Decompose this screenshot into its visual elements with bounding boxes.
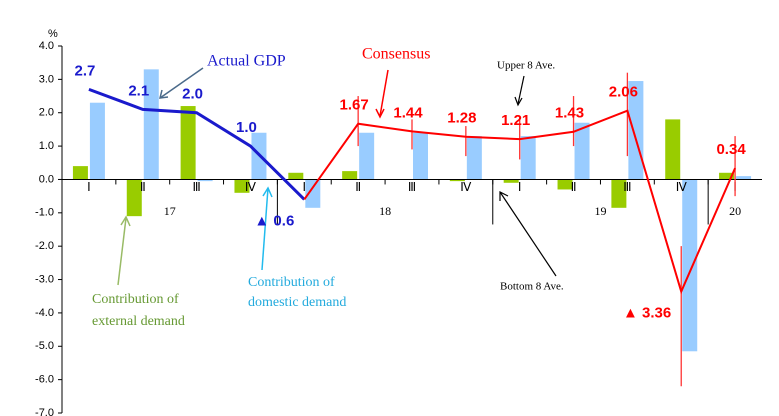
value-label: 2.06 — [609, 84, 638, 101]
arrow-head — [159, 89, 169, 99]
arrow-head — [514, 96, 523, 107]
bar — [413, 132, 428, 180]
group-label: 18 — [379, 204, 391, 218]
value-label: 1.28 — [447, 110, 476, 127]
bar — [557, 179, 573, 190]
arrow — [517, 75, 525, 105]
bar — [288, 172, 304, 180]
x-tick-label: Ⅱ — [571, 180, 577, 194]
group-label: 19 — [594, 204, 606, 218]
x-tick-label: Ⅳ — [245, 180, 256, 194]
bar — [89, 102, 105, 180]
y-tick-label: 2.0 — [39, 107, 54, 119]
y-tick-label: 3.0 — [39, 73, 54, 85]
value-label: 1.21 — [501, 112, 530, 129]
legend-consensus: Consensus — [362, 46, 430, 63]
y-tick-label: -1.0 — [35, 207, 54, 219]
line — [88, 87, 306, 201]
value-label: 2.7 — [74, 62, 95, 79]
value-label: ▲ 0.6 — [254, 212, 294, 229]
annotation-domestic: Contribution of — [248, 275, 335, 290]
bar — [665, 119, 681, 180]
arrow — [261, 187, 269, 271]
bar — [719, 172, 735, 180]
y-tick-label: -4.0 — [35, 307, 54, 319]
bar — [466, 136, 482, 180]
bar — [197, 179, 213, 182]
bar — [359, 132, 375, 180]
bar — [342, 171, 358, 180]
y-tick-label: -7.0 — [35, 407, 54, 416]
legend-actual: Actual GDP — [207, 53, 286, 70]
annotation-external: Contribution of — [92, 292, 179, 307]
arrow — [117, 217, 127, 286]
bar — [72, 166, 88, 180]
bar — [449, 179, 465, 182]
bar — [736, 176, 752, 180]
x-tick-label: Ⅱ — [140, 180, 146, 194]
bar — [143, 69, 159, 180]
y-tick-label: -2.0 — [35, 240, 54, 252]
group-label: 17 — [164, 204, 176, 218]
y-tick-label: 0.0 — [39, 173, 54, 185]
value-label: 1.43 — [555, 105, 584, 122]
bar — [574, 122, 590, 180]
unit-label: % — [48, 28, 58, 40]
x-tick-label: Ⅳ — [676, 180, 687, 194]
bar — [234, 179, 250, 193]
x-tick-label: Ⅳ — [460, 180, 471, 194]
arrow — [499, 191, 557, 277]
group-label: 20 — [729, 204, 741, 218]
x-tick-label: Ⅱ — [355, 180, 361, 194]
bar — [682, 179, 698, 352]
annotation-domestic: domestic demand — [248, 295, 346, 310]
bar — [305, 179, 321, 208]
arrow-head — [262, 186, 273, 198]
y-tick-label: -3.0 — [35, 273, 54, 285]
y-tick-label: -6.0 — [35, 374, 54, 386]
x-tick-label: Ⅰ — [87, 180, 91, 194]
arrow-head — [499, 191, 509, 201]
value-label: 2.1 — [128, 82, 149, 99]
arrow — [159, 67, 204, 99]
value-label: 2.0 — [182, 86, 203, 103]
line — [303, 109, 736, 295]
value-label: 1.67 — [340, 97, 369, 114]
value-label: 1.44 — [393, 104, 423, 121]
bar — [126, 179, 142, 217]
y-tick-label: 4.0 — [39, 40, 54, 52]
arrow-head — [120, 215, 131, 227]
value-label: 0.34 — [716, 141, 746, 158]
x-tick-label: Ⅲ — [623, 180, 631, 194]
y-tick-label: 1.0 — [39, 140, 54, 152]
annotation-bottom: Bottom 8 Ave. — [500, 281, 564, 293]
bar — [611, 179, 627, 208]
y-tick-label: -5.0 — [35, 340, 54, 352]
arrow-head — [375, 108, 385, 119]
x-tick-label: Ⅲ — [408, 180, 416, 194]
annotation-upper: Upper 8 Ave. — [497, 60, 555, 72]
bar — [503, 179, 519, 183]
bar — [180, 106, 196, 180]
arrow — [379, 69, 389, 117]
value-label: ▲ 3.36 — [623, 305, 671, 322]
bar — [520, 136, 536, 180]
x-tick-label: Ⅰ — [518, 180, 522, 194]
x-tick-label: Ⅲ — [192, 180, 200, 194]
value-label: 1.0 — [236, 119, 257, 136]
annotation-external: external demand — [92, 314, 185, 329]
x-tick-label: Ⅰ — [303, 180, 307, 194]
